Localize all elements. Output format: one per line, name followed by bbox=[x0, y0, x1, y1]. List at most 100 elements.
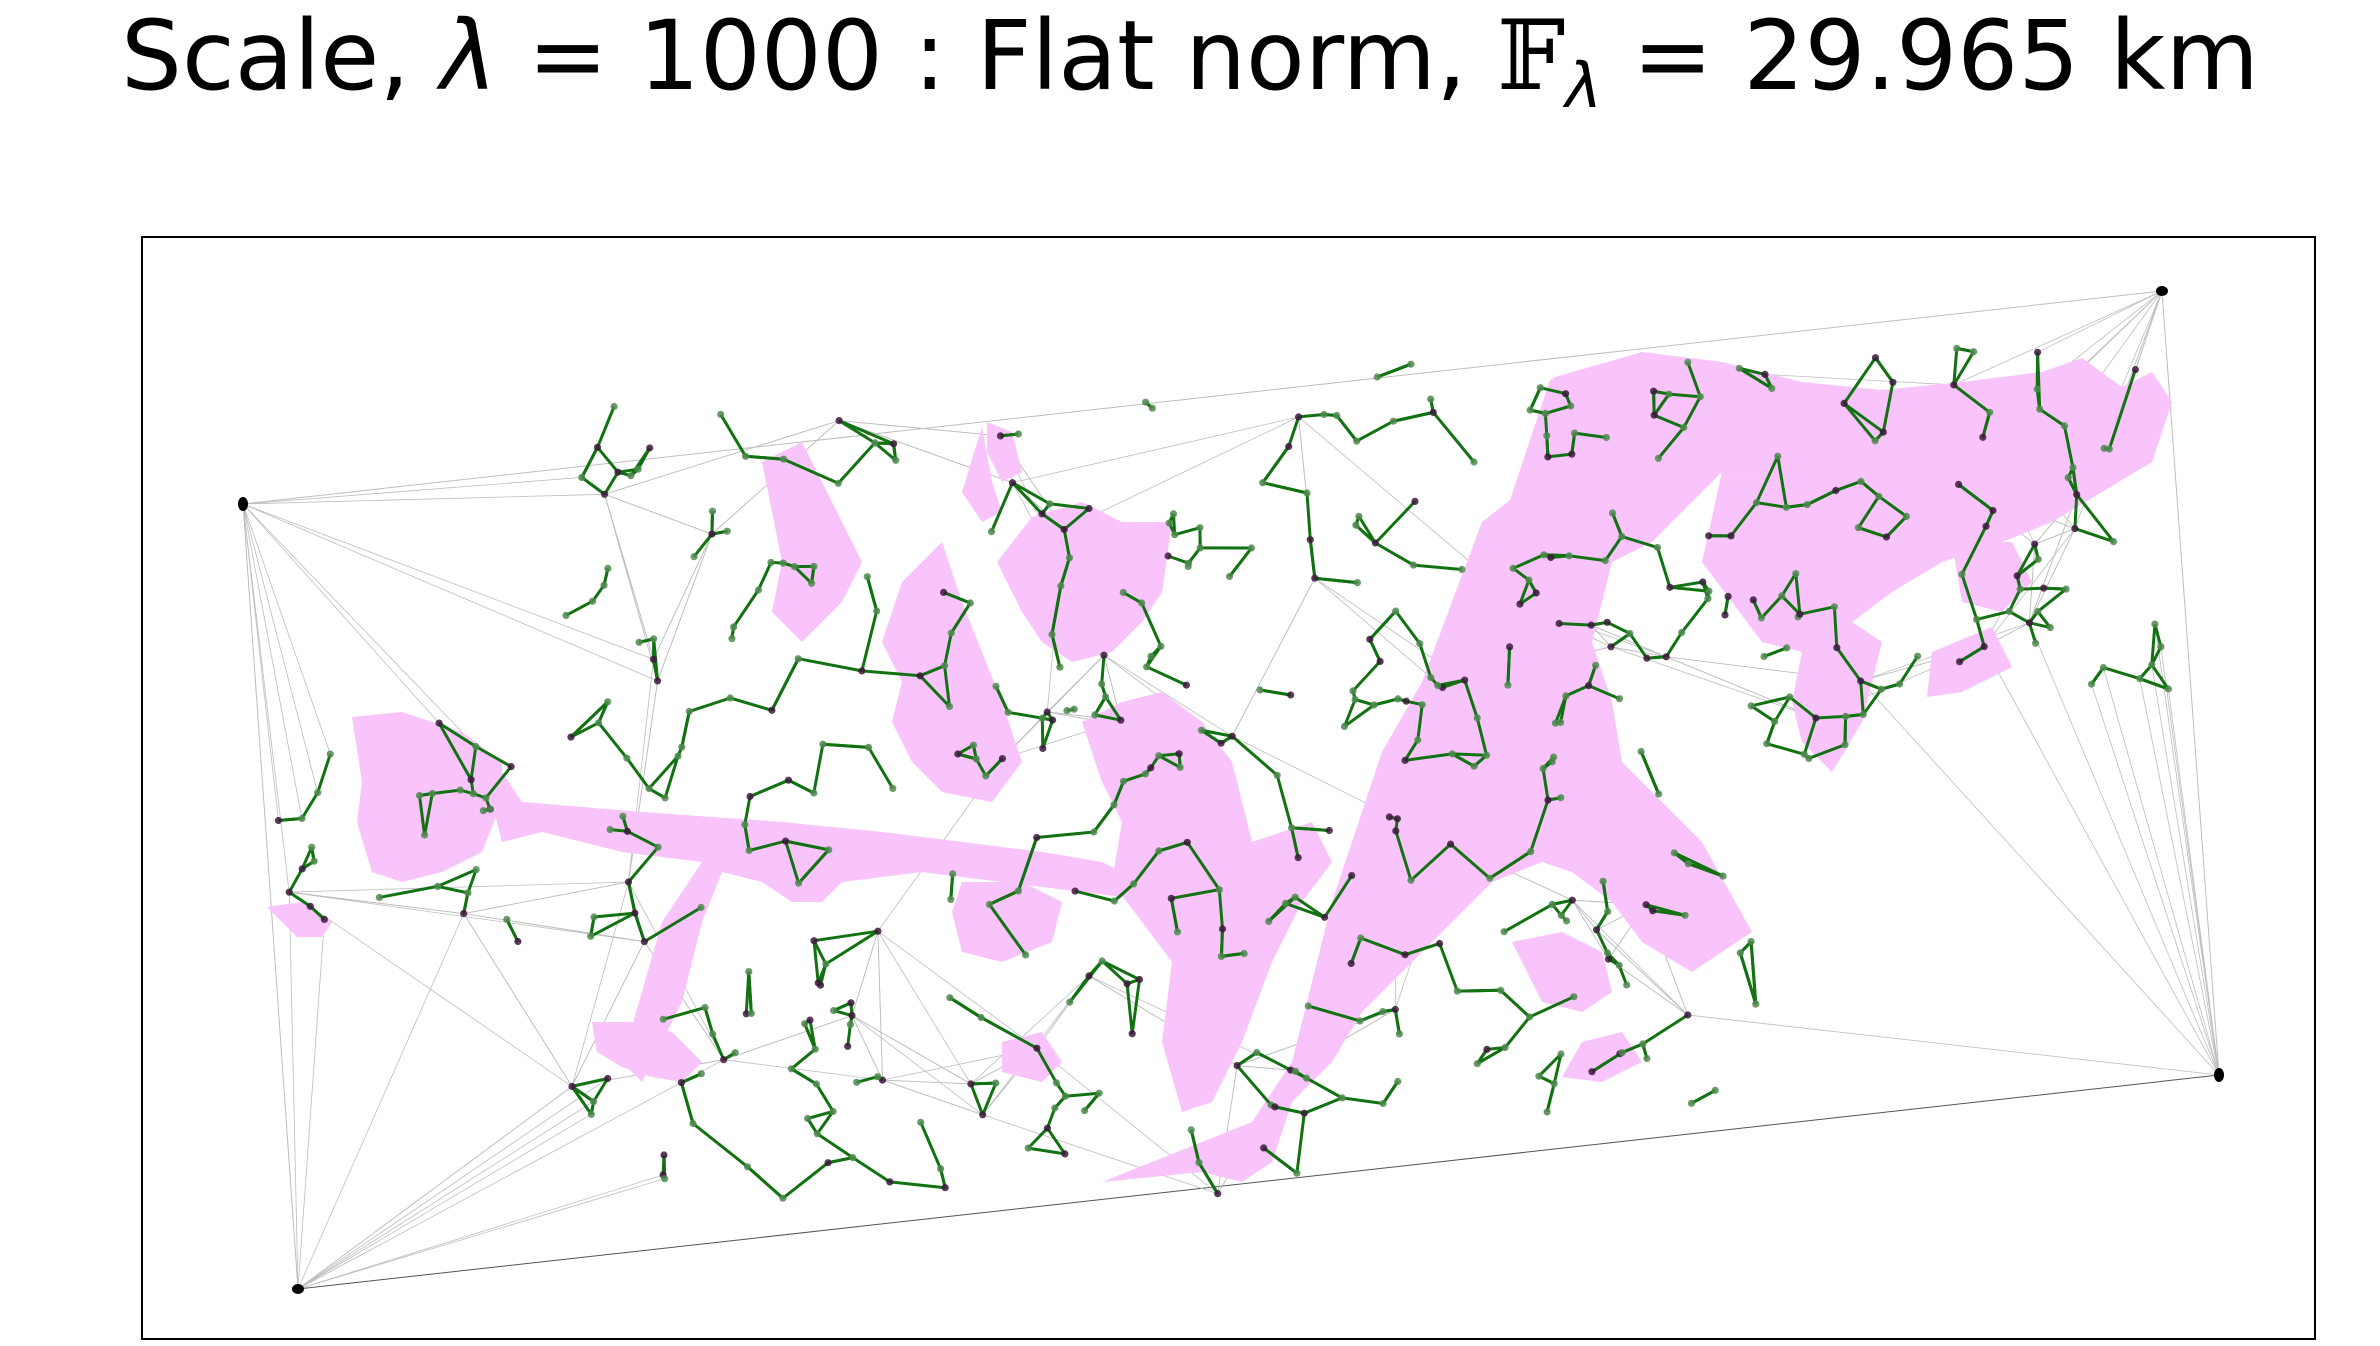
network-edge bbox=[1197, 1161, 1219, 1195]
network-node bbox=[940, 588, 948, 597]
network-node bbox=[1282, 899, 1290, 908]
network-edge bbox=[596, 446, 620, 474]
network-node bbox=[1052, 1079, 1060, 1087]
triangulation-edge bbox=[242, 503, 290, 893]
network-node bbox=[604, 564, 612, 573]
triangulation-edge bbox=[242, 493, 605, 505]
network-node bbox=[649, 655, 658, 663]
network-node bbox=[1253, 1048, 1261, 1057]
network-node bbox=[1639, 1040, 1647, 1048]
network-node bbox=[1353, 579, 1361, 587]
network-node bbox=[503, 915, 511, 924]
network-edge bbox=[1729, 501, 1758, 537]
network-node bbox=[1719, 872, 1727, 880]
network-node bbox=[1371, 539, 1379, 547]
network-node bbox=[467, 776, 475, 784]
network-node bbox=[1142, 398, 1150, 406]
network-node bbox=[1680, 423, 1688, 432]
network-edge bbox=[1094, 713, 1122, 722]
triangulation-edge bbox=[242, 290, 2163, 505]
network-edge bbox=[1221, 951, 1245, 958]
network-edge bbox=[1373, 697, 1399, 707]
network-node bbox=[1483, 751, 1491, 759]
triangulation-edge bbox=[297, 1078, 608, 1290]
network-node bbox=[1447, 840, 1455, 848]
network-edge bbox=[1788, 695, 1817, 720]
network-edge bbox=[1083, 1092, 1101, 1112]
network-node bbox=[720, 1056, 728, 1064]
network-node bbox=[1155, 847, 1163, 855]
network-node bbox=[1958, 570, 1966, 578]
network-node bbox=[1592, 661, 1600, 669]
network-node bbox=[1349, 687, 1357, 695]
network-edge bbox=[1068, 960, 1104, 1004]
corner-anchor-node bbox=[2214, 1068, 2224, 1082]
network-node bbox=[1896, 680, 1904, 688]
network-edge bbox=[2107, 369, 2137, 450]
network-node bbox=[947, 629, 955, 637]
network-node bbox=[1427, 673, 1435, 682]
network-edge bbox=[950, 602, 972, 634]
network-node bbox=[1670, 849, 1678, 857]
network-node bbox=[1195, 1159, 1203, 1167]
network-node bbox=[1081, 1107, 1089, 1115]
network-node bbox=[746, 792, 754, 801]
network-edge bbox=[1235, 1064, 1273, 1106]
network-node bbox=[1060, 525, 1068, 534]
network-edge bbox=[815, 1083, 835, 1113]
network-node bbox=[1882, 533, 1891, 541]
network-node bbox=[623, 754, 631, 762]
network-node bbox=[835, 417, 843, 425]
network-node bbox=[1623, 981, 1631, 989]
network-edge bbox=[1349, 937, 1363, 965]
network-node bbox=[1130, 880, 1138, 888]
network-node bbox=[890, 440, 898, 448]
network-node bbox=[1599, 877, 1607, 885]
network-node bbox=[1506, 643, 1514, 651]
network-edge bbox=[981, 1082, 998, 1116]
network-edge bbox=[1776, 456, 1788, 508]
network-node bbox=[674, 752, 682, 760]
network-node bbox=[1854, 524, 1862, 532]
network-node bbox=[1043, 1124, 1051, 1132]
triangulation-edge bbox=[463, 881, 629, 914]
triangulation-edge bbox=[2029, 622, 2220, 1076]
network-node bbox=[1970, 348, 1978, 356]
network-edge bbox=[815, 1110, 835, 1135]
network-node bbox=[889, 784, 897, 793]
network-node bbox=[1544, 796, 1552, 804]
network-node bbox=[1049, 716, 1057, 724]
network-node bbox=[661, 794, 669, 802]
network-node bbox=[1588, 1068, 1596, 1076]
network-node bbox=[1684, 1011, 1692, 1019]
network-node bbox=[1217, 739, 1225, 747]
plot-frame bbox=[141, 236, 2316, 1340]
network-node bbox=[1955, 480, 1963, 488]
network-node bbox=[985, 900, 994, 909]
title-norm-subscript: λ bbox=[1565, 49, 1602, 122]
network-node bbox=[1304, 1002, 1312, 1010]
network-node bbox=[600, 581, 608, 589]
network-node bbox=[375, 893, 383, 902]
network-node bbox=[709, 1030, 717, 1038]
network-node bbox=[1783, 644, 1791, 652]
network-edge bbox=[812, 940, 828, 965]
network-node bbox=[1516, 600, 1524, 608]
network-edge bbox=[1125, 983, 1134, 1034]
network-node bbox=[689, 1119, 697, 1128]
network-edge bbox=[1960, 573, 1979, 620]
network-node bbox=[1300, 1109, 1308, 1117]
network-node bbox=[1543, 1108, 1551, 1116]
network-node bbox=[1842, 712, 1850, 721]
network-edge bbox=[1036, 830, 1094, 839]
network-node bbox=[1376, 657, 1384, 666]
network-edge bbox=[300, 846, 314, 870]
network-edge bbox=[1359, 1010, 1384, 1023]
network-node bbox=[1527, 848, 1535, 856]
network-node bbox=[874, 927, 882, 935]
network-edge bbox=[846, 1024, 852, 1047]
network-node bbox=[1233, 1062, 1241, 1070]
network-node bbox=[627, 472, 635, 480]
network-edge bbox=[988, 903, 1027, 956]
network-node bbox=[1287, 691, 1295, 699]
